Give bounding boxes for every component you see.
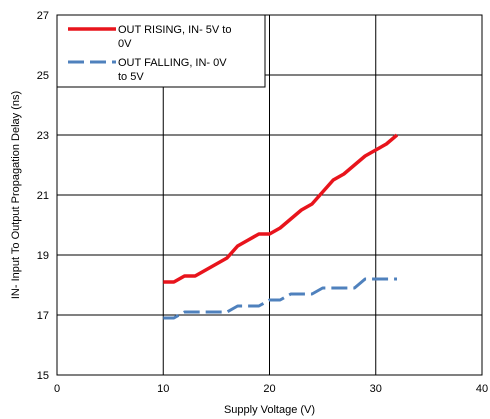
legend-box <box>56 14 266 88</box>
x-tick-label: 20 <box>263 383 275 395</box>
x-tick-label: 10 <box>157 383 169 395</box>
x-axis-title: Supply Voltage (V) <box>224 404 315 416</box>
series-group <box>163 133 399 320</box>
x-tick-label: 40 <box>476 383 488 395</box>
y-tick-label: 15 <box>37 370 49 382</box>
legend-label: OUT RISING, IN- 5V to <box>118 24 232 36</box>
y-tick-label: 21 <box>37 190 49 202</box>
legend-label: OUT FALLING, IN- 0V <box>118 57 227 69</box>
legend: OUT RISING, IN- 5V to 0V OUT FALLING, IN- … <box>56 14 266 88</box>
legend-label: to 5V <box>118 71 144 83</box>
y-tick-label: 25 <box>37 70 49 82</box>
legend-label: 0V <box>118 38 132 50</box>
x-tick-labels: 0 10 20 30 40 <box>54 383 488 395</box>
x-tick-label: 30 <box>370 383 382 395</box>
plot-area <box>56 14 483 376</box>
series-line-out-rising <box>163 133 399 284</box>
y-axis-title: IN- Input To Output Propagation Delay (n… <box>10 91 22 299</box>
y-tick-label: 19 <box>37 250 49 262</box>
y-tick-labels: 15 17 19 21 23 25 27 <box>37 10 49 382</box>
x-tick-label: 0 <box>54 383 60 395</box>
series-line-out-falling <box>163 277 397 320</box>
y-tick-label: 27 <box>37 10 49 22</box>
y-tick-label: 17 <box>37 310 49 322</box>
y-tick-label: 23 <box>37 130 49 142</box>
